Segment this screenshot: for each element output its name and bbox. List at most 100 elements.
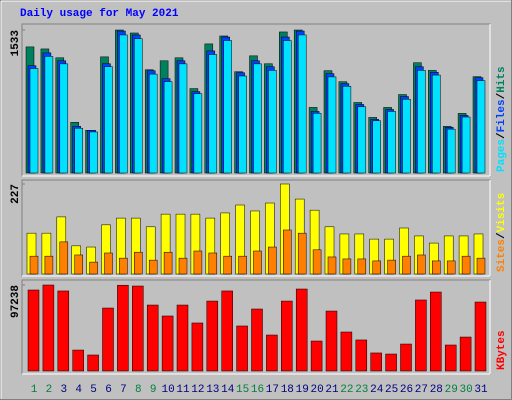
y-tick-label: 1533 [10, 30, 22, 57]
bar [476, 257, 486, 275]
x-tick-label: 10 [161, 384, 174, 396]
bar [327, 256, 337, 275]
bar [119, 257, 128, 275]
bar [117, 284, 129, 372]
bar [297, 34, 307, 174]
x-tick-label: 29 [445, 384, 458, 396]
bar [206, 300, 219, 372]
x-tick-label: 2 [46, 384, 53, 396]
x-tick-label: 24 [370, 384, 384, 396]
bar [236, 325, 248, 372]
x-tick-label: 27 [415, 384, 428, 396]
bar [178, 257, 188, 275]
bar [325, 310, 338, 372]
bar [44, 56, 54, 174]
bar [417, 70, 426, 174]
bar [208, 252, 218, 275]
bar [402, 99, 411, 174]
x-tick-label: 9 [150, 384, 157, 396]
bar [148, 259, 158, 275]
x-tick-label: 30 [459, 384, 472, 396]
bar [268, 70, 277, 174]
legend-entry: Sites [496, 239, 508, 272]
legend: Sites/Visits [496, 193, 508, 272]
bar [327, 76, 337, 174]
bar [461, 255, 471, 275]
bar [161, 315, 174, 372]
bar [74, 127, 83, 174]
x-tick-label: 16 [251, 384, 264, 396]
x-tick-label: 12 [191, 384, 204, 396]
x-tick-label: 20 [310, 384, 323, 396]
bar [446, 128, 456, 174]
bar [191, 322, 204, 372]
bar [402, 255, 411, 275]
legend-entry: Pages [496, 139, 508, 172]
x-tick-label: 26 [400, 384, 413, 396]
y-tick-label: 227 [10, 184, 22, 204]
bar [27, 289, 40, 372]
bar [370, 352, 382, 372]
bar [44, 255, 54, 275]
x-tick-label: 14 [221, 384, 235, 396]
bar [146, 304, 159, 372]
bar [432, 74, 441, 174]
bar [312, 113, 322, 174]
bar [297, 232, 307, 275]
legend-entry: Files [496, 99, 508, 132]
x-tick-label: 18 [281, 384, 294, 396]
bar [430, 291, 442, 372]
bar [57, 290, 70, 372]
bar [432, 260, 441, 275]
bar [295, 288, 308, 372]
x-tick-label: 7 [120, 384, 127, 396]
legend-separator: / [496, 232, 508, 239]
bar [148, 73, 158, 174]
x-tick-label: 23 [355, 384, 368, 396]
y-tick-label: 97238 [10, 285, 22, 318]
bar [59, 241, 69, 275]
bar [59, 63, 69, 174]
bar [134, 251, 143, 275]
x-tick-label: 28 [430, 384, 443, 396]
bar [74, 254, 83, 275]
bar [176, 304, 189, 372]
bar [446, 260, 456, 275]
bar [193, 93, 203, 174]
legend-separator: / [496, 92, 508, 99]
x-tick-label: 5 [90, 384, 97, 396]
x-tick-label: 17 [266, 384, 279, 396]
bar [387, 259, 396, 275]
bar [178, 63, 188, 174]
bar [266, 334, 278, 372]
bar [72, 349, 84, 372]
bar [238, 255, 247, 275]
legend-entry: Hits [496, 66, 508, 92]
bar [132, 285, 144, 372]
bar [342, 85, 352, 174]
x-tick-label: 6 [105, 384, 112, 396]
bar [385, 353, 397, 372]
bar [163, 251, 173, 275]
bar [253, 250, 262, 275]
bar [268, 246, 277, 275]
bar [238, 75, 247, 174]
bar [223, 40, 232, 174]
bar [372, 260, 381, 275]
bar [387, 111, 396, 174]
bar [283, 229, 292, 275]
chart-title: Daily usage for May 2021 [20, 8, 179, 20]
x-tick-label: 19 [296, 384, 309, 396]
bar [444, 344, 457, 372]
bar [340, 331, 353, 372]
bar [476, 80, 486, 174]
bar [355, 339, 368, 372]
bar [372, 120, 381, 174]
bar [119, 34, 128, 174]
x-tick-label: 13 [206, 384, 219, 396]
legend: Pages/Files/Hits [496, 66, 508, 172]
legend: KBytes [496, 330, 508, 370]
bar [89, 131, 98, 174]
